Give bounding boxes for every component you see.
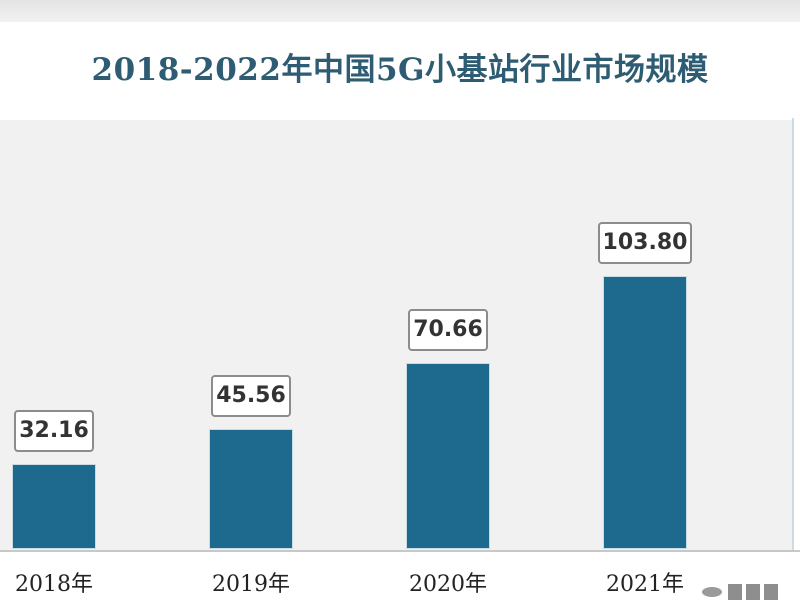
bar-2020年: [406, 363, 490, 549]
x-axis-line: [0, 550, 800, 552]
top-frame-bar: [0, 0, 800, 22]
x-tick-label: 2018年: [15, 572, 93, 597]
watermark-logo-icon: [700, 578, 800, 600]
x-tick-label: 2019年: [212, 572, 290, 597]
bar-2019年: [209, 429, 293, 549]
partial-next-bar: [792, 118, 800, 550]
bar-2018年: [12, 464, 96, 549]
bar-2021年: [603, 276, 687, 549]
data-label: 45.56: [211, 375, 291, 417]
chart-title: 2018-2022年中国5G小基站行业市场规模: [91, 52, 709, 88]
x-tick-label: 2021年: [606, 572, 684, 597]
x-tick-label: 2020年: [409, 572, 487, 597]
title-strip: [0, 22, 800, 118]
data-label: 32.16: [14, 410, 94, 452]
data-label: 103.80: [598, 222, 692, 264]
data-label: 70.66: [408, 309, 488, 351]
